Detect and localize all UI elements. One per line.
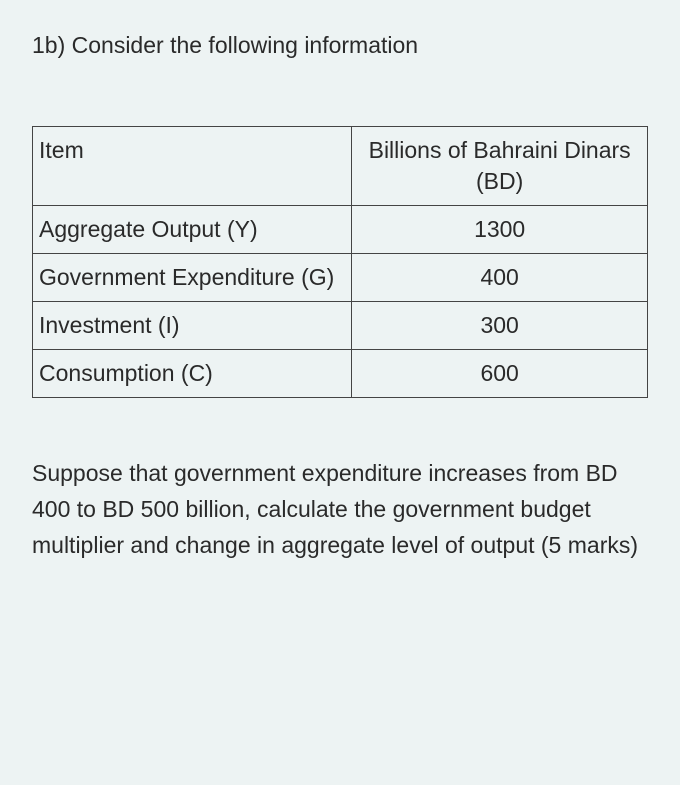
table-row: Government Expenditure (G) 400 [33,254,648,302]
cell-value: 400 [352,254,648,302]
table-row: Investment (I) 300 [33,302,648,350]
cell-value: 300 [352,302,648,350]
data-table: Item Billions of Bahraini Dinars (BD) Ag… [32,126,648,398]
table-row: Aggregate Output (Y) 1300 [33,206,648,254]
cell-value: 600 [352,350,648,398]
cell-item: Investment (I) [33,302,352,350]
table-row: Consumption (C) 600 [33,350,648,398]
question-paragraph: Suppose that government expenditure incr… [32,456,648,563]
col-header-value: Billions of Bahraini Dinars (BD) [352,127,648,206]
cell-item: Government Expenditure (G) [33,254,352,302]
cell-item: Consumption (C) [33,350,352,398]
cell-item: Aggregate Output (Y) [33,206,352,254]
question-title: 1b) Consider the following information [32,30,648,61]
cell-value: 1300 [352,206,648,254]
table-header-row: Item Billions of Bahraini Dinars (BD) [33,127,648,206]
col-header-item: Item [33,127,352,206]
